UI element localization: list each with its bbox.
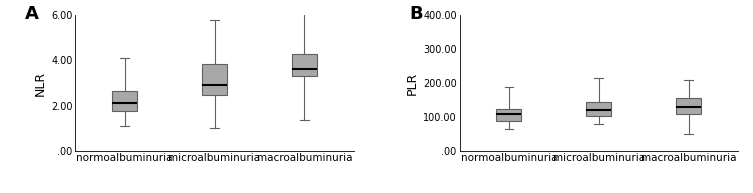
Bar bbox=[496, 109, 522, 121]
Y-axis label: NLR: NLR bbox=[34, 70, 47, 96]
Bar bbox=[112, 91, 137, 111]
Text: A: A bbox=[25, 5, 39, 23]
Bar bbox=[586, 102, 611, 116]
Bar bbox=[202, 64, 227, 95]
Y-axis label: PLR: PLR bbox=[406, 71, 419, 95]
Text: B: B bbox=[410, 5, 423, 23]
Bar bbox=[291, 54, 317, 76]
Bar bbox=[676, 98, 701, 114]
